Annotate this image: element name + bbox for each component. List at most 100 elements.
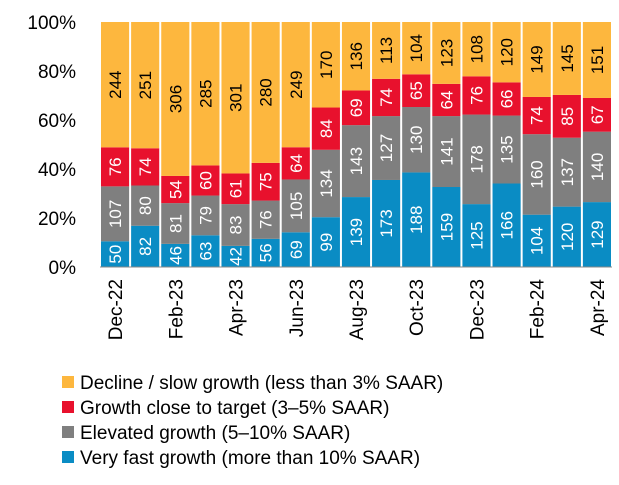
y-tick-label: 100% xyxy=(27,13,76,34)
data-label: 108 xyxy=(467,35,486,63)
data-label: 143 xyxy=(347,147,366,175)
bar-segment xyxy=(281,232,310,267)
bar-segment xyxy=(582,97,611,132)
data-label: 42 xyxy=(227,247,246,266)
bar-segment xyxy=(251,162,280,201)
bar-segment xyxy=(522,22,551,97)
bar-segment xyxy=(221,204,250,246)
data-label: 166 xyxy=(498,211,517,239)
data-label: 134 xyxy=(317,169,336,197)
bar-segment xyxy=(582,202,611,267)
data-label: 76 xyxy=(257,210,276,229)
data-label: 159 xyxy=(437,213,456,241)
bar-segment xyxy=(131,185,160,226)
data-label: 83 xyxy=(227,216,246,235)
legend-swatch xyxy=(62,401,74,413)
bar-segment xyxy=(432,22,461,84)
bar-segment xyxy=(462,204,491,267)
data-label: 69 xyxy=(347,98,366,117)
x-tick-label: Oct-23 xyxy=(407,279,428,336)
data-label: 125 xyxy=(467,221,486,249)
y-tick-label: 40% xyxy=(38,160,76,181)
bar-segment xyxy=(311,107,340,150)
bar-segment xyxy=(281,179,310,233)
data-label: 74 xyxy=(528,106,547,125)
bar-segment xyxy=(191,195,220,236)
bar-segment xyxy=(101,22,130,148)
legend-swatch xyxy=(62,426,74,438)
data-label: 84 xyxy=(317,119,336,138)
bar-segment xyxy=(552,94,581,138)
bar-segment xyxy=(101,241,130,267)
x-tick-label: Jun-23 xyxy=(287,279,308,337)
bar-segment xyxy=(552,22,581,95)
bar-segment xyxy=(311,217,340,267)
data-label: 99 xyxy=(317,233,336,252)
data-label: 120 xyxy=(498,38,517,66)
bar-segment xyxy=(281,22,310,148)
bar-segment xyxy=(251,200,280,239)
data-label: 60 xyxy=(196,171,215,190)
data-label: 145 xyxy=(558,44,577,72)
bar-segment xyxy=(492,115,521,184)
bar-segment xyxy=(432,116,461,188)
bar-segment xyxy=(161,175,190,204)
x-tick-label: Aug-23 xyxy=(347,279,368,340)
y-tick-label: 0% xyxy=(49,258,77,279)
data-label: 170 xyxy=(317,51,336,79)
bar-segment xyxy=(582,22,611,98)
data-label: 61 xyxy=(227,179,246,198)
data-label: 64 xyxy=(437,91,456,110)
data-label: 107 xyxy=(106,200,125,228)
bar-segment xyxy=(552,206,581,267)
x-tick-label: Feb-23 xyxy=(166,279,187,339)
bar-segment xyxy=(432,83,461,117)
x-tick-label: Apr-23 xyxy=(227,279,248,336)
bar-segment xyxy=(191,22,220,166)
bar-segment xyxy=(402,107,431,173)
x-tick-label: Apr-24 xyxy=(588,279,609,336)
bar-segment xyxy=(161,203,190,244)
data-label: 136 xyxy=(347,42,366,70)
data-label: 127 xyxy=(377,134,396,162)
data-label: 64 xyxy=(287,154,306,173)
data-label: 173 xyxy=(377,209,396,237)
data-label: 46 xyxy=(166,246,185,265)
data-label: 130 xyxy=(407,126,426,154)
bar-segment xyxy=(372,22,401,79)
data-label: 123 xyxy=(437,39,456,67)
bar-segment xyxy=(281,147,310,180)
data-label: 85 xyxy=(558,107,577,126)
bar-segment xyxy=(552,137,581,207)
bar-segment xyxy=(372,116,401,180)
bar-segment xyxy=(341,125,371,198)
data-label: 80 xyxy=(136,196,155,215)
data-label: 75 xyxy=(257,172,276,191)
x-tick-label: Feb-24 xyxy=(528,279,549,340)
data-label: 285 xyxy=(196,80,215,108)
data-label: 63 xyxy=(196,242,215,261)
bar-segment xyxy=(221,245,250,267)
bar-segment xyxy=(492,22,521,83)
bar-segment xyxy=(462,76,491,115)
data-label: 188 xyxy=(407,206,426,234)
data-label: 113 xyxy=(377,37,396,64)
legend-swatch xyxy=(62,376,74,388)
data-label: 151 xyxy=(588,46,607,74)
bar-segment xyxy=(311,149,340,218)
data-label: 137 xyxy=(558,158,577,186)
bar-segment xyxy=(462,22,491,77)
data-label: 74 xyxy=(377,88,396,107)
legend-label: Elevated growth (5–10% SAAR) xyxy=(80,423,350,444)
data-label: 104 xyxy=(407,34,426,62)
bar-segment xyxy=(161,243,190,267)
legend-label: Decline / slow growth (less than 3% SAAR… xyxy=(80,373,443,394)
bar-segment xyxy=(221,173,250,205)
bar-segment xyxy=(402,22,431,75)
data-label: 81 xyxy=(166,214,185,233)
legend-label: Very fast growth (more than 10% SAAR) xyxy=(80,448,420,469)
data-label: 244 xyxy=(106,70,125,98)
bar-segment xyxy=(131,225,160,267)
data-label: 82 xyxy=(136,237,155,256)
